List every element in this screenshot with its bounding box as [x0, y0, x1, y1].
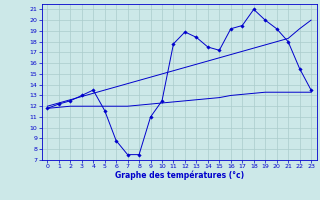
X-axis label: Graphe des températures (°c): Graphe des températures (°c): [115, 171, 244, 180]
